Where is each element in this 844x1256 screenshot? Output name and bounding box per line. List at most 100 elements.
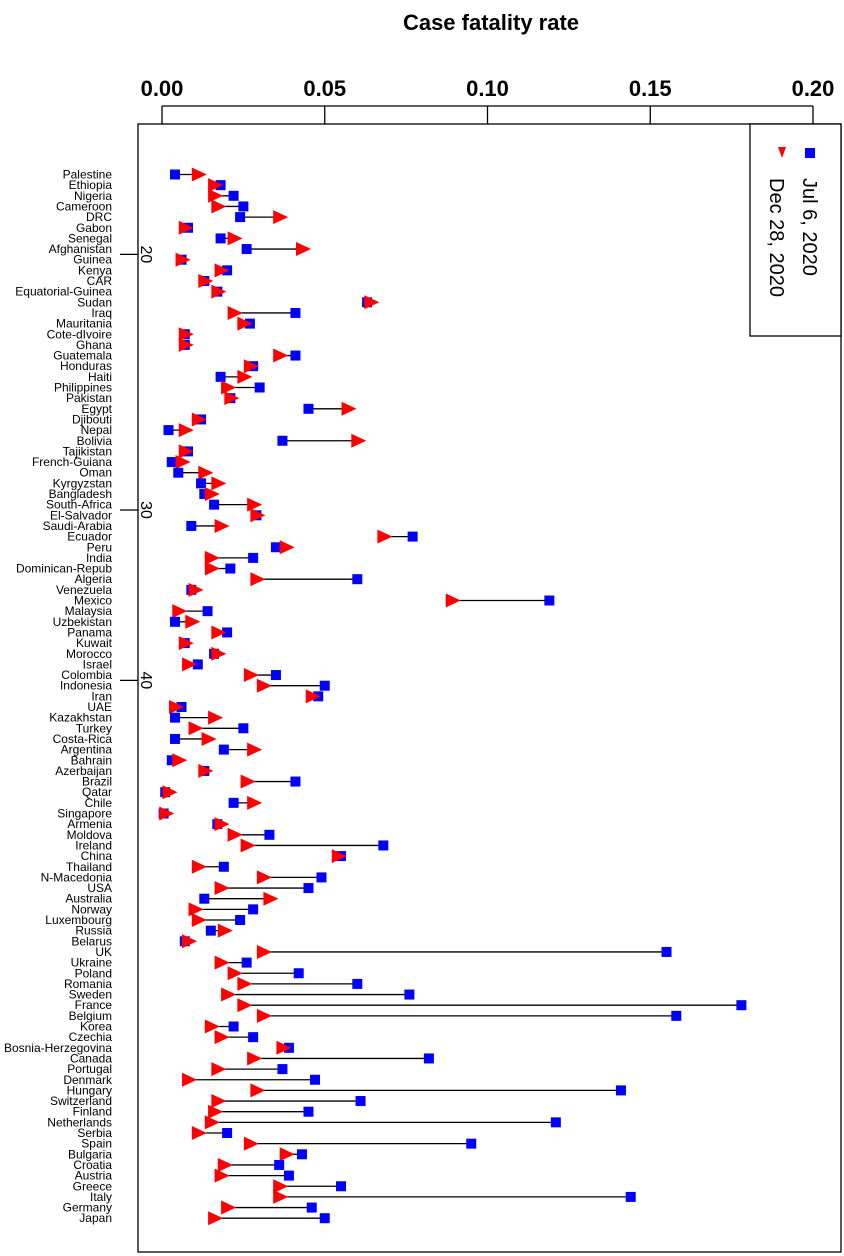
jul-point — [303, 1106, 314, 1117]
dec-point — [221, 987, 237, 1002]
country-label: Romania — [64, 977, 112, 991]
chart-title: Case fatality rate — [403, 10, 579, 35]
jul-point — [196, 478, 207, 489]
country-label: Ecuador — [67, 530, 112, 544]
jul-point — [303, 403, 314, 414]
country-label: Switzerland — [50, 1094, 112, 1108]
legend-dec-label: Dec 28, 2020 — [765, 178, 787, 297]
jul-point — [218, 861, 229, 872]
dec-point — [188, 902, 204, 917]
dec-point — [211, 646, 227, 661]
country-label: Dominican-Repub — [16, 562, 112, 576]
country-label: Ghana — [76, 338, 112, 352]
country-label: India — [86, 551, 112, 565]
country-label: USA — [87, 881, 112, 895]
dec-point — [250, 1083, 266, 1098]
dec-point — [204, 1115, 220, 1130]
country-label: Philippines — [54, 381, 112, 395]
jul-point — [290, 350, 301, 361]
dec-point — [198, 763, 214, 778]
country-label: Kuwait — [76, 636, 113, 650]
dec-point — [204, 1019, 220, 1034]
country-label: N-Macedonia — [41, 870, 113, 884]
country-label: Armenia — [67, 817, 112, 831]
country-label: El-Salvador — [50, 508, 112, 522]
dec-point — [214, 518, 230, 533]
country-label: Ukraine — [71, 956, 113, 970]
dec-point — [214, 817, 230, 832]
country-label: Thailand — [66, 860, 112, 874]
country-label: Sudan — [77, 295, 112, 309]
country-label: China — [81, 849, 113, 863]
country-label: Spain — [81, 1137, 112, 1151]
jul-point — [270, 542, 281, 553]
jul-point — [407, 531, 418, 542]
country-label: Indonesia — [60, 679, 112, 693]
dec-point — [204, 487, 220, 501]
dec-point — [243, 1136, 259, 1151]
legend: Jul 6, 2020 Dec 28, 2020 — [749, 123, 842, 337]
jul-point — [192, 659, 203, 670]
country-label: Greece — [73, 1179, 113, 1193]
dec-point — [211, 1094, 227, 1109]
country-label: Korea — [80, 1020, 112, 1034]
jul-point — [170, 712, 181, 723]
dec-point — [208, 710, 224, 725]
dec-point — [178, 636, 194, 651]
jul-point — [550, 1117, 561, 1128]
dec-point — [237, 316, 253, 331]
rank-label: 40 — [137, 671, 154, 689]
country-label: Poland — [75, 966, 112, 980]
country-label: UAE — [87, 700, 112, 714]
country-label: Singapore — [57, 807, 112, 821]
country-label: Peru — [87, 540, 112, 554]
jul-point — [319, 1213, 330, 1224]
dec-point — [208, 178, 224, 193]
jul-point — [170, 169, 181, 180]
dec-point — [240, 838, 256, 853]
x-axis: 0.00 0.05 0.10 0.15 0.20 — [141, 76, 834, 124]
country-label: Hungary — [67, 1083, 112, 1097]
dec-point — [214, 1030, 230, 1045]
legend-jul-marker — [805, 148, 815, 158]
country-label: Bahrain — [71, 753, 112, 767]
country-label: Honduras — [60, 359, 112, 373]
legend-jul-label: Jul 6, 2020 — [798, 178, 820, 276]
jul-point — [173, 467, 184, 478]
dec-point — [279, 540, 295, 555]
country-label: Bulgaria — [68, 1147, 112, 1161]
dec-point — [211, 284, 227, 299]
country-label: DRC — [86, 210, 112, 224]
dec-point — [331, 849, 347, 864]
country-label: Equatorial-Guinea — [15, 285, 112, 299]
country-label: Guinea — [73, 253, 112, 267]
dec-point — [247, 497, 263, 512]
country-label: Croatia — [73, 1158, 112, 1172]
jul-point — [205, 925, 216, 936]
jul-point — [270, 670, 281, 681]
country-label: Bosnia-Herzegovina — [4, 1041, 112, 1055]
dec-point — [188, 721, 204, 736]
country-label: Kazakhstan — [49, 711, 112, 725]
dec-point — [214, 1168, 230, 1183]
jul-point — [316, 872, 327, 883]
dec-point — [250, 508, 266, 523]
jul-point — [404, 989, 415, 1000]
dec-point — [178, 220, 194, 235]
dec-point — [182, 1072, 198, 1087]
jul-point — [248, 1032, 259, 1043]
country-label: Israel — [83, 657, 112, 671]
dec-point — [191, 1126, 207, 1140]
dec-point — [221, 1200, 237, 1215]
dec-point — [237, 369, 253, 384]
country-label: Oman — [79, 466, 112, 480]
dec-point — [250, 572, 266, 587]
jul-point — [309, 1074, 320, 1085]
dec-point — [243, 359, 259, 374]
dec-point — [256, 678, 272, 693]
country-label: Kyrgyzstan — [53, 476, 112, 490]
dec-point — [178, 423, 194, 438]
rank-labels: 20 30 40 — [120, 245, 154, 689]
jul-point — [163, 425, 174, 436]
country-label: Mexico — [74, 594, 112, 608]
